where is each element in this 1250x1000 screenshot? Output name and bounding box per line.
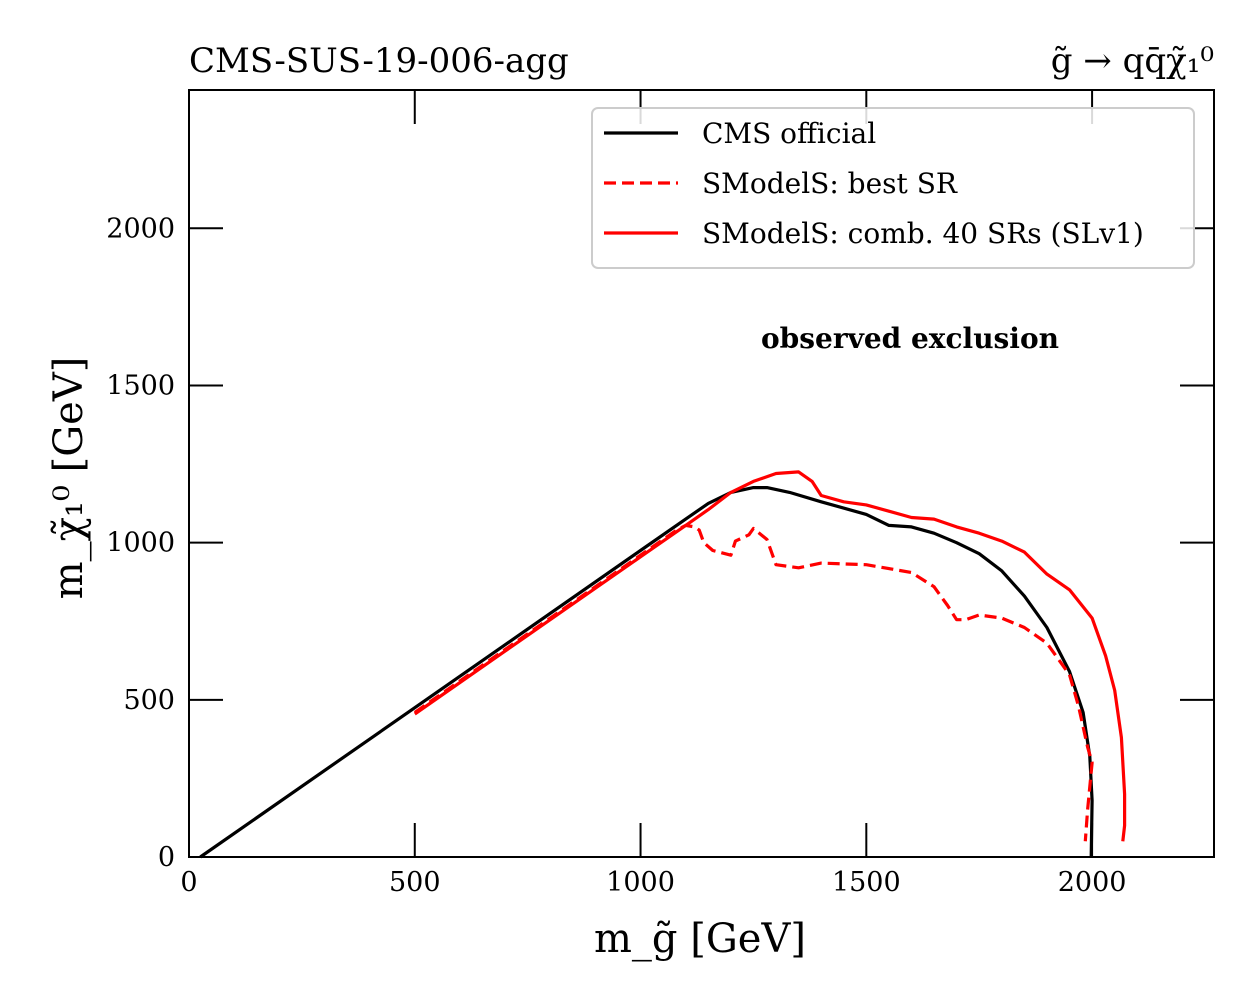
tick-layer: 0 500 1000 1500 2000 0 500 1000 1500 2000 bbox=[106, 90, 1214, 898]
legend-label-best-sr: SModelS: best SR bbox=[702, 167, 958, 200]
series-cms-official bbox=[199, 486, 1094, 859]
x-tick-label-0: 0 bbox=[180, 867, 197, 898]
annotation-observed-exclusion: observed exclusion bbox=[761, 322, 1059, 355]
chart-title-right: g̃ → qq̄χ̃₁⁰ bbox=[1051, 41, 1214, 81]
legend-label-cms-official: CMS official bbox=[702, 117, 876, 150]
legend: CMS official SModelS: best SR SModelS: c… bbox=[591, 107, 1195, 269]
legend-label-comb-40-srs: SModelS: comb. 40 SRs (SLv1) bbox=[702, 217, 1144, 250]
legend-box bbox=[591, 107, 1195, 269]
series-layer bbox=[199, 470, 1127, 859]
x-tick-label-2: 1000 bbox=[606, 867, 675, 898]
x-tick-label-3: 1500 bbox=[832, 867, 901, 898]
y-axis-label: m_χ̃₁⁰ [GeV] bbox=[46, 357, 92, 600]
x-tick-label-4: 2000 bbox=[1058, 867, 1127, 898]
y-tick-label-4: 2000 bbox=[106, 213, 175, 244]
y-tick-label-2: 1000 bbox=[106, 528, 175, 559]
x-axis-label: m_g̃ [GeV] bbox=[594, 916, 806, 962]
plot-frame bbox=[188, 89, 1215, 858]
y-tick-label-0: 0 bbox=[158, 842, 175, 873]
y-tick-label-3: 1500 bbox=[106, 370, 175, 401]
series-smodels-comb-40-srs bbox=[413, 470, 1127, 842]
y-tick-label-1: 500 bbox=[123, 685, 175, 716]
series-smodels-best-sr bbox=[413, 523, 1094, 842]
x-tick-label-1: 500 bbox=[389, 867, 441, 898]
chart-title-left: CMS-SUS-19-006-agg bbox=[189, 41, 569, 81]
